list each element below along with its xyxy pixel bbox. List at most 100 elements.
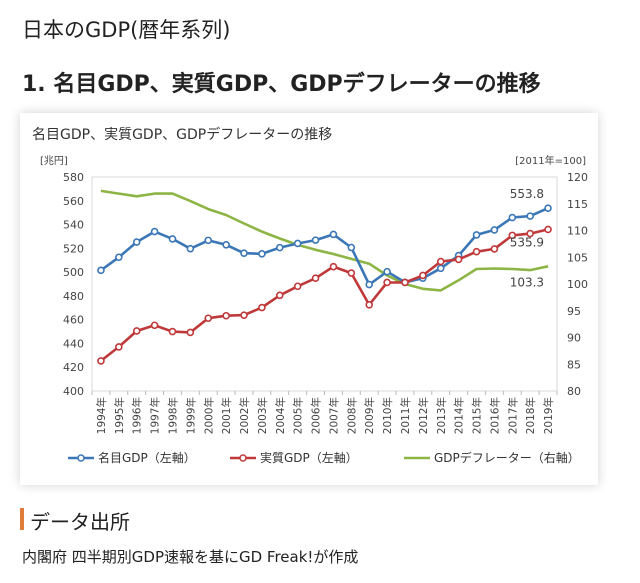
data-point-real xyxy=(186,328,195,337)
data-point-nominal xyxy=(97,266,105,275)
data-point-real xyxy=(115,343,123,351)
x-axis-tick-label: 2014年 xyxy=(453,397,466,434)
page-title: 日本のGDP(暦年系列) xyxy=(22,18,231,42)
right-axis-tick: 110 xyxy=(567,225,588,238)
x-axis-tick-label: 2010年 xyxy=(381,397,394,434)
series-line-real xyxy=(100,228,549,362)
left-axis-tick: 500 xyxy=(63,266,84,279)
data-point-nominal xyxy=(258,250,266,258)
left-axis-tick: 400 xyxy=(63,385,84,398)
chart-title: 名目GDP、実質GDP、GDPデフレーターの推移 xyxy=(32,126,332,143)
x-axis-tick-label: 1999年 xyxy=(184,397,197,434)
right-axis-tick: 115 xyxy=(567,198,588,211)
data-point-real xyxy=(293,282,302,291)
right-axis-tick: 120 xyxy=(567,171,588,184)
chart-card: 名目GDP、実質GDP、GDPデフレーターの推移 [兆円] [2011年=100… xyxy=(20,113,598,485)
x-axis-tick-label: 2016年 xyxy=(488,397,501,434)
data-point-nominal xyxy=(526,212,534,220)
right-axis-unit: [2011年=100] xyxy=(515,154,586,167)
left-axis-tick: 560 xyxy=(63,195,84,208)
data-point-nominal xyxy=(383,267,391,276)
right-axis-tick: 85 xyxy=(567,358,581,371)
series-line-deflator xyxy=(100,189,549,292)
data-point-nominal xyxy=(490,226,499,234)
data-point-nominal xyxy=(204,236,213,245)
x-axis-tick-label: 2000年 xyxy=(202,397,215,434)
x-axis-tick-label: 1998年 xyxy=(166,397,179,434)
x-axis-tick-label: 1997年 xyxy=(149,397,162,434)
x-axis-tick-label: 1995年 xyxy=(113,397,126,434)
data-point-real xyxy=(97,357,105,365)
x-axis-tick-label: 2008年 xyxy=(345,397,358,434)
data-point-nominal xyxy=(472,231,481,239)
left-axis-tick: 460 xyxy=(63,314,84,327)
data-point-real xyxy=(329,262,338,271)
data-point-nominal xyxy=(275,243,284,252)
data-point-nominal xyxy=(311,236,320,244)
deflator-last-label: 103.3 xyxy=(510,275,544,289)
data-point-nominal xyxy=(293,239,302,248)
right-axis-tick: 105 xyxy=(567,251,588,264)
data-point-nominal xyxy=(168,235,177,243)
x-axis-tick-label: 2007年 xyxy=(327,397,340,434)
x-axis-tick-label: 2005年 xyxy=(292,397,305,434)
x-axis-tick-label: 2011年 xyxy=(399,397,412,434)
data-point-real xyxy=(472,247,481,256)
left-axis-tick: 440 xyxy=(63,337,84,350)
x-axis-tick-label: 2019年 xyxy=(542,397,555,434)
right-axis-tick: 100 xyxy=(567,278,588,291)
right-axis-tick: 80 xyxy=(567,385,581,398)
x-axis-tick-label: 1996年 xyxy=(131,397,144,434)
legend-marker-real xyxy=(239,454,247,462)
x-axis-tick-label: 1994年 xyxy=(95,397,108,434)
data-point-real xyxy=(436,257,445,266)
left-axis-tick: 520 xyxy=(63,242,84,255)
data-point-real xyxy=(168,327,177,336)
x-axis-tick-label: 2018年 xyxy=(524,397,537,434)
data-point-nominal xyxy=(508,213,517,222)
left-axis-tick: 580 xyxy=(63,171,84,184)
source-text: 内閣府 四半期別GDP速報を基にGD Freak!が作成 xyxy=(22,548,359,566)
data-point-nominal xyxy=(132,238,141,246)
legend-label-nominal: 名目GDP（左軸） xyxy=(98,450,196,465)
data-point-real xyxy=(347,269,356,277)
data-point-nominal xyxy=(150,227,159,236)
data-point-nominal xyxy=(186,244,195,253)
x-axis-tick-label: 2009年 xyxy=(363,397,376,434)
data-point-real xyxy=(311,274,320,282)
x-axis-tick-label: 2002年 xyxy=(238,397,251,434)
section-title: 1. 名目GDP、実質GDP、GDPデフレーターの推移 xyxy=(22,72,541,97)
data-point-real xyxy=(150,321,159,330)
data-point-real xyxy=(401,278,409,287)
data-point-nominal xyxy=(329,230,338,239)
data-point-nominal xyxy=(240,249,248,258)
source-accent-bar xyxy=(20,508,24,530)
legend-label-real: 実質GDP（左軸） xyxy=(260,450,358,465)
data-point-real xyxy=(490,245,499,253)
data-point-real xyxy=(365,301,374,309)
data-point-real xyxy=(526,229,534,238)
data-point-real xyxy=(508,231,517,240)
x-axis-tick-label: 2004年 xyxy=(274,397,287,434)
data-point-real xyxy=(383,278,391,287)
data-point-real xyxy=(419,271,427,280)
data-point-real xyxy=(240,311,248,319)
nominal-last-label: 553.8 xyxy=(510,187,544,201)
left-axis-tick: 540 xyxy=(63,219,84,232)
x-axis-tick-label: 2017年 xyxy=(506,397,519,434)
source-heading: データ出所 xyxy=(30,510,130,534)
x-axis-tick-label: 2015年 xyxy=(471,397,484,434)
left-axis-tick: 480 xyxy=(63,290,84,303)
data-point-real xyxy=(222,311,230,320)
data-point-nominal xyxy=(544,204,552,212)
x-axis-tick-label: 2006年 xyxy=(310,397,323,434)
x-axis-tick-label: 2001年 xyxy=(220,397,233,434)
data-point-nominal xyxy=(365,280,374,289)
legend-label-deflator: GDPデフレーター（右軸） xyxy=(434,450,580,465)
data-point-real xyxy=(132,327,141,335)
data-point-real xyxy=(275,291,284,300)
data-point-real xyxy=(544,225,552,234)
x-axis-tick-label: 2012年 xyxy=(417,397,430,434)
x-axis-tick-label: 2013年 xyxy=(435,397,448,434)
chart-legend: 名目GDP（左軸） 実質GDP（左軸） GDPデフレーター（右軸） xyxy=(68,450,580,465)
